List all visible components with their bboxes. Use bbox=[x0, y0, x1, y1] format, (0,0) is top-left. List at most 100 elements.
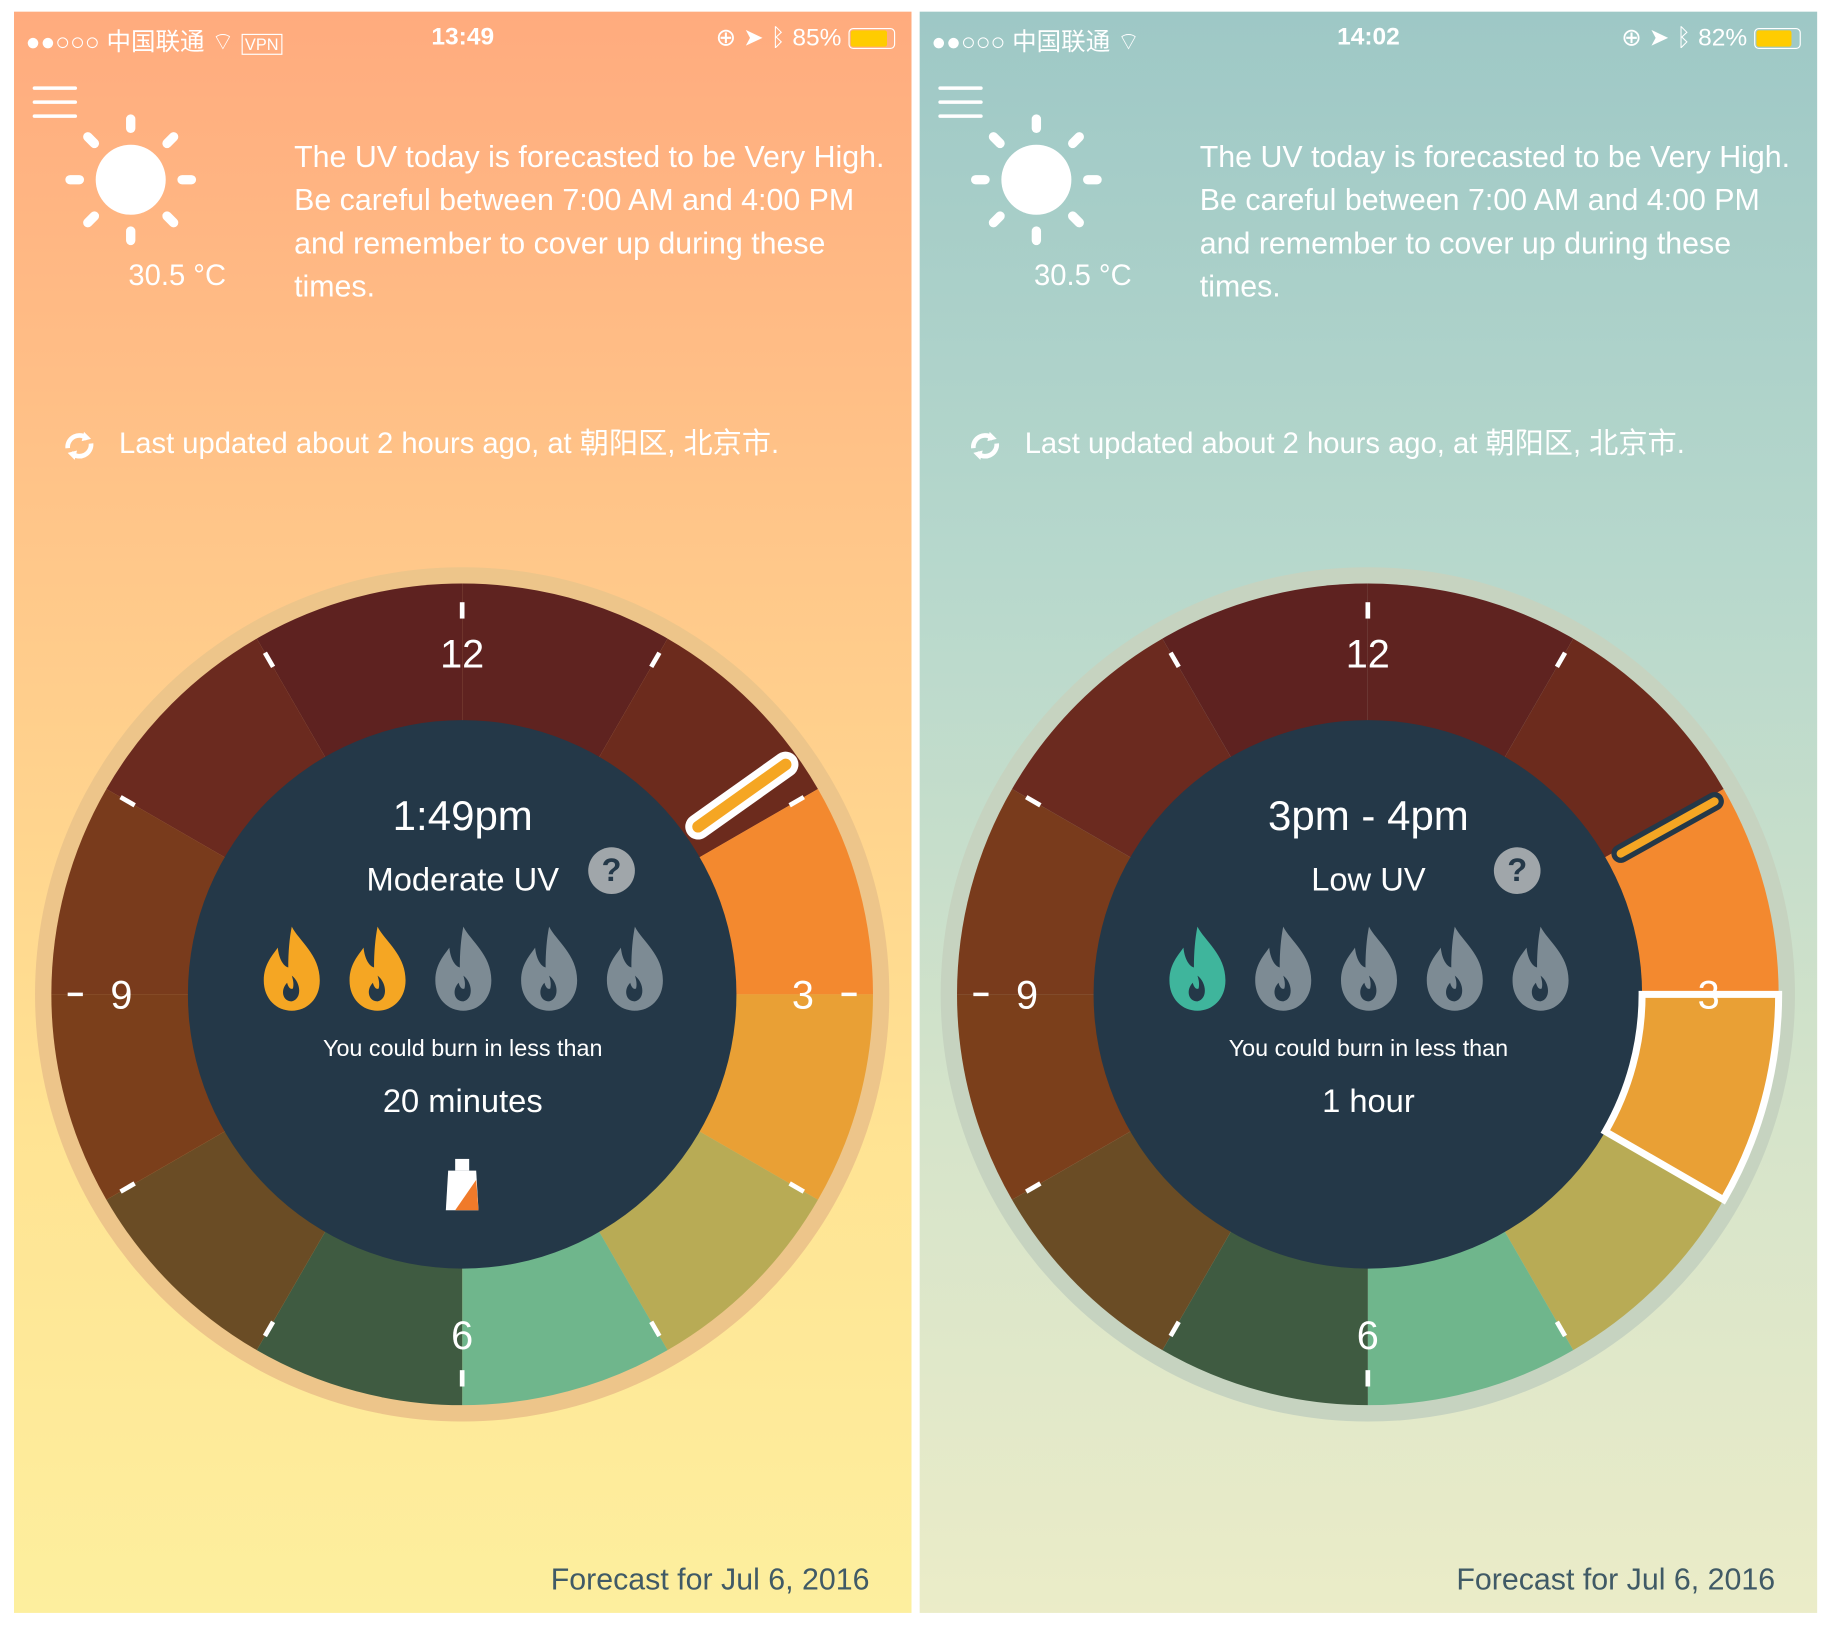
battery-percent: 82% bbox=[1698, 23, 1748, 51]
status-bar: ●●○○○ 中国联通 ⌔ 14:02 ⊕ ➤ ᛒ 82% bbox=[920, 19, 1817, 57]
battery-percent: 85% bbox=[792, 23, 842, 51]
hour-number: 12 bbox=[1346, 633, 1390, 677]
clock-title: 3pm - 4pm bbox=[1268, 791, 1469, 840]
bluetooth-icon: ᛒ bbox=[1676, 23, 1692, 51]
clock-time: 13:49 bbox=[431, 23, 495, 51]
sunscreen-icon bbox=[445, 1158, 479, 1211]
battery-icon bbox=[848, 27, 896, 49]
rotation-lock-icon: ⊕ bbox=[1621, 24, 1642, 52]
hour-tick bbox=[119, 795, 136, 808]
hour-tick bbox=[1168, 651, 1181, 669]
bottle-cap bbox=[455, 1158, 470, 1171]
temperature: 30.5 °C bbox=[128, 259, 227, 292]
hour-number: 12 bbox=[440, 633, 484, 677]
time-hand[interactable] bbox=[1616, 797, 1719, 858]
flame-icon bbox=[349, 926, 406, 1011]
uv-clock[interactable]: 12 3 6 9 bbox=[920, 12, 1817, 1613]
uv-level: Low UV bbox=[1311, 861, 1426, 898]
battery-icon bbox=[1754, 27, 1801, 49]
hour-tick bbox=[262, 651, 276, 669]
flame-shape bbox=[1340, 926, 1398, 1011]
wifi-icon: ⌔ bbox=[211, 29, 235, 57]
help-button[interactable]: ? bbox=[1493, 847, 1541, 894]
hour-tick bbox=[788, 1181, 805, 1194]
sun-ray bbox=[162, 211, 179, 228]
uv-forecast-message: The UV today is forecasted to be Very Hi… bbox=[294, 138, 885, 304]
flame-icon bbox=[1512, 926, 1569, 1011]
hour-tick bbox=[262, 1320, 276, 1338]
forecast-date: Forecast for Jul 6, 2016 bbox=[1456, 1561, 1776, 1597]
flame-icon bbox=[1169, 926, 1226, 1011]
flame-icon bbox=[263, 926, 320, 1011]
flame-shape bbox=[1512, 926, 1569, 1011]
hour-number: 9 bbox=[110, 973, 132, 1017]
hour-tick bbox=[788, 795, 805, 808]
hour-tick bbox=[1025, 1181, 1042, 1194]
clock-title: 1:49pm bbox=[392, 791, 533, 840]
flame-shape bbox=[606, 926, 663, 1011]
forecast-date: Forecast for Jul 6, 2016 bbox=[550, 1561, 870, 1597]
flame-shape bbox=[1426, 926, 1483, 1011]
hour-number: 3 bbox=[1698, 973, 1720, 1017]
sun-ray bbox=[83, 132, 100, 149]
sun-ray bbox=[1068, 211, 1084, 228]
hour-tick bbox=[1554, 651, 1568, 669]
carrier: ●●○○○ 中国联通 bbox=[25, 29, 205, 57]
left-screen: ●●○○○ 中国联通 ⌔ VPN 13:49 ⊕ ➤ ᛒ 85% 30.5 °C The… bbox=[14, 11, 912, 1613]
burn-prefix: You could burn in less than bbox=[323, 1036, 603, 1063]
burn-prefix: You could burn in less than bbox=[1228, 1036, 1509, 1063]
uv-level: Moderate UV bbox=[366, 861, 560, 898]
location-icon: ➤ bbox=[743, 24, 764, 52]
sun-icon bbox=[65, 114, 197, 246]
rotation-lock-icon: ⊕ bbox=[715, 24, 737, 52]
flame-icon bbox=[606, 926, 663, 1011]
flame-icon bbox=[1426, 926, 1483, 1011]
hour-tick bbox=[1168, 1320, 1181, 1338]
flame-icon bbox=[1255, 926, 1312, 1011]
last-updated: Last updated about 2 hours ago, at 朝阳区, … bbox=[1024, 427, 1685, 460]
sun-ray bbox=[988, 211, 1005, 228]
flame-icon bbox=[435, 926, 492, 1011]
sun-ray bbox=[1068, 132, 1084, 149]
selected-hour-outline bbox=[1600, 990, 1783, 1205]
refresh-icon[interactable] bbox=[966, 425, 1003, 467]
wifi-icon: ⌔ bbox=[1117, 29, 1141, 57]
flame-shape bbox=[263, 926, 320, 1011]
burn-time: 1 hour bbox=[1322, 1083, 1415, 1120]
vpn-badge: VPN bbox=[241, 33, 283, 55]
hour-number: 9 bbox=[1016, 973, 1038, 1017]
menu-button[interactable] bbox=[938, 86, 983, 119]
flame-shape bbox=[1255, 926, 1312, 1011]
flame-shape bbox=[349, 926, 406, 1011]
hour-number: 6 bbox=[1357, 1314, 1379, 1358]
uv-forecast-message: The UV today is forecasted to be Very Hi… bbox=[1199, 138, 1791, 304]
last-updated: Last updated about 2 hours ago, at 朝阳区, … bbox=[119, 427, 780, 460]
hour-number: 6 bbox=[451, 1314, 473, 1358]
sun-ray bbox=[83, 211, 100, 228]
hour-number: 3 bbox=[792, 973, 814, 1017]
hour-tick bbox=[1694, 1181, 1711, 1194]
sun-ray bbox=[162, 132, 179, 149]
menu-button[interactable] bbox=[32, 86, 78, 119]
burn-time: 20 minutes bbox=[382, 1083, 543, 1120]
hour-tick bbox=[1554, 1320, 1568, 1338]
bluetooth-icon: ᛒ bbox=[770, 23, 786, 51]
refresh-icon[interactable] bbox=[61, 425, 98, 467]
hour-tick bbox=[649, 651, 662, 669]
hour-tick bbox=[1025, 795, 1042, 808]
location-icon: ➤ bbox=[1648, 24, 1670, 52]
sun-icon bbox=[971, 114, 1102, 246]
flame-icon bbox=[1340, 926, 1398, 1011]
sun-ray bbox=[988, 132, 1005, 149]
carrier: ●●○○○ 中国联通 bbox=[931, 29, 1111, 57]
flame-shape bbox=[1169, 926, 1226, 1011]
temperature: 30.5 °C bbox=[1034, 259, 1132, 292]
time-hand[interactable] bbox=[692, 758, 792, 833]
flame-icon bbox=[521, 926, 578, 1011]
flame-shape bbox=[435, 926, 492, 1011]
help-button[interactable]: ? bbox=[588, 847, 635, 894]
right-screen: ●●○○○ 中国联通 ⌔ 14:02 ⊕ ➤ ᛒ 82% 30.5 °C The UV… bbox=[919, 11, 1818, 1613]
status-bar: ●●○○○ 中国联通 ⌔ VPN 13:49 ⊕ ➤ ᛒ 85% bbox=[14, 19, 911, 57]
bottle-stripe bbox=[455, 1179, 479, 1211]
hour-tick bbox=[119, 1181, 136, 1194]
